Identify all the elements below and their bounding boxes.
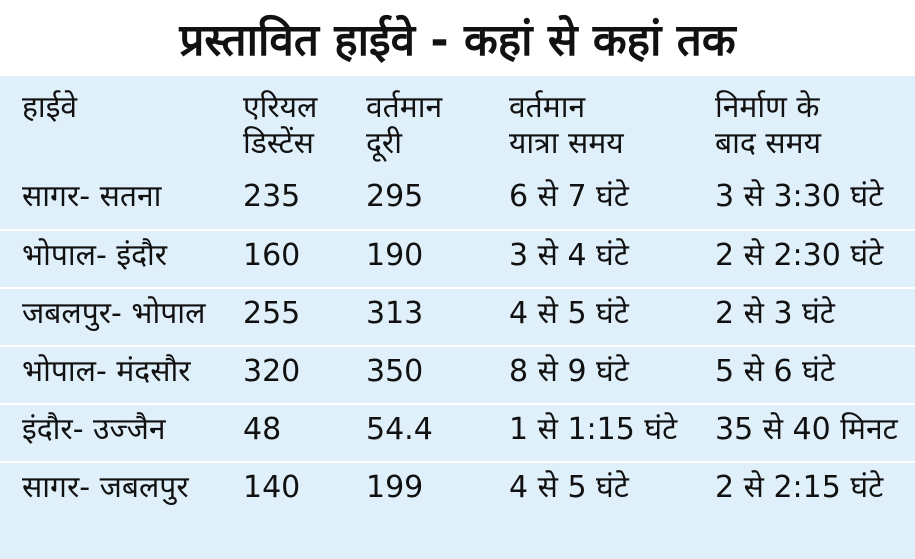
header-current-travel-time-line2: यात्रा समय (509, 126, 624, 161)
cell-current-distance: 313 (366, 287, 509, 346)
header-current-distance-line2: दूरी (366, 126, 402, 161)
cell-time-after-construction: 5 से 6 घंटे (715, 345, 915, 404)
highway-table-panel: हाईवे एरियल डिस्टेंस वर्तमान दूरी वर्तमा… (0, 76, 915, 559)
cell-aerial-distance: 140 (243, 461, 366, 520)
header-aerial-distance: एरियल डिस्टेंस (243, 76, 366, 172)
cell-highway: भोपाल- मंदसौर (0, 345, 243, 404)
cell-aerial-distance: 255 (243, 287, 366, 346)
highway-table: हाईवे एरियल डिस्टेंस वर्तमान दूरी वर्तमा… (0, 76, 915, 520)
cell-current-travel-time: 6 से 7 घंटे (509, 179, 629, 214)
cell-time-after-construction: 2 से 2:15 घंटे (715, 461, 915, 520)
cell-aerial-distance: 160 (243, 229, 366, 288)
header-current-travel-time: वर्तमान यात्रा समय (509, 76, 715, 172)
cell-current-travel-time: 4 से 5 घंटे (509, 287, 715, 346)
cell-current-distance: 54.4 (366, 403, 509, 462)
table-row: भोपाल- इंदौर 160 190 3 से 4 घंटे 2 से 2:… (0, 229, 915, 288)
header-current-distance: वर्तमान दूरी (366, 76, 509, 172)
header-current-travel-time-line1: वर्तमान (509, 90, 586, 125)
table-row: इंदौर- उज्जैन 48 54.4 1 से 1:15 घंटे 35 … (0, 403, 915, 462)
page-title: प्रस्तावित हाईवे - कहां से कहां तक (179, 15, 736, 66)
cell-current-distance: 190 (366, 229, 509, 288)
header-current-distance-line1: वर्तमान (366, 90, 443, 125)
cell-aerial-distance: 320 (243, 345, 366, 404)
cell-aerial-distance: 235 (243, 179, 301, 214)
table-row: सागर- सतना 235 295 6 से 7 घंटे 3 से 3:30… (0, 172, 915, 230)
cell-highway: इंदौर- उज्जैन (0, 403, 243, 462)
header-highway-line1: हाईवे (22, 90, 78, 125)
cell-current-travel-time: 1 से 1:15 घंटे (509, 403, 715, 462)
header-time-after-construction: निर्माण के बाद समय (715, 76, 915, 172)
table-row: भोपाल- मंदसौर 320 350 8 से 9 घंटे 5 से 6… (0, 345, 915, 404)
cell-time-after-construction: 2 से 3 घंटे (715, 287, 915, 346)
cell-time-after-construction: 3 से 3:30 घंटे (715, 179, 884, 214)
header-time-after-construction-line1: निर्माण के (715, 90, 820, 125)
cell-aerial-distance: 48 (243, 403, 366, 462)
cell-current-travel-time: 4 से 5 घंटे (509, 461, 715, 520)
table-header-row: हाईवे एरियल डिस्टेंस वर्तमान दूरी वर्तमा… (0, 76, 915, 172)
cell-current-distance: 350 (366, 345, 509, 404)
cell-highway: सागर- जबलपुर (0, 461, 243, 520)
header-highway: हाईवे (0, 76, 243, 172)
cell-highway: सागर- सतना (22, 179, 162, 214)
cell-time-after-construction: 2 से 2:30 घंटे (715, 229, 915, 288)
table-row: सागर- जबलपुर 140 199 4 से 5 घंटे 2 से 2:… (0, 461, 915, 520)
cell-current-distance: 295 (366, 179, 424, 214)
cell-highway: जबलपुर- भोपाल (0, 287, 243, 346)
cell-highway: भोपाल- इंदौर (0, 229, 243, 288)
cell-time-after-construction: 35 से 40 मिनट (715, 403, 915, 462)
header-aerial-distance-line1: एरियल (243, 90, 318, 125)
header-time-after-construction-line2: बाद समय (715, 126, 821, 161)
cell-current-travel-time: 3 से 4 घंटे (509, 229, 715, 288)
cell-current-distance: 199 (366, 461, 509, 520)
cell-current-travel-time: 8 से 9 घंटे (509, 345, 715, 404)
header-aerial-distance-line2: डिस्टेंस (243, 126, 314, 161)
table-row: जबलपुर- भोपाल 255 313 4 से 5 घंटे 2 से 3… (0, 287, 915, 346)
